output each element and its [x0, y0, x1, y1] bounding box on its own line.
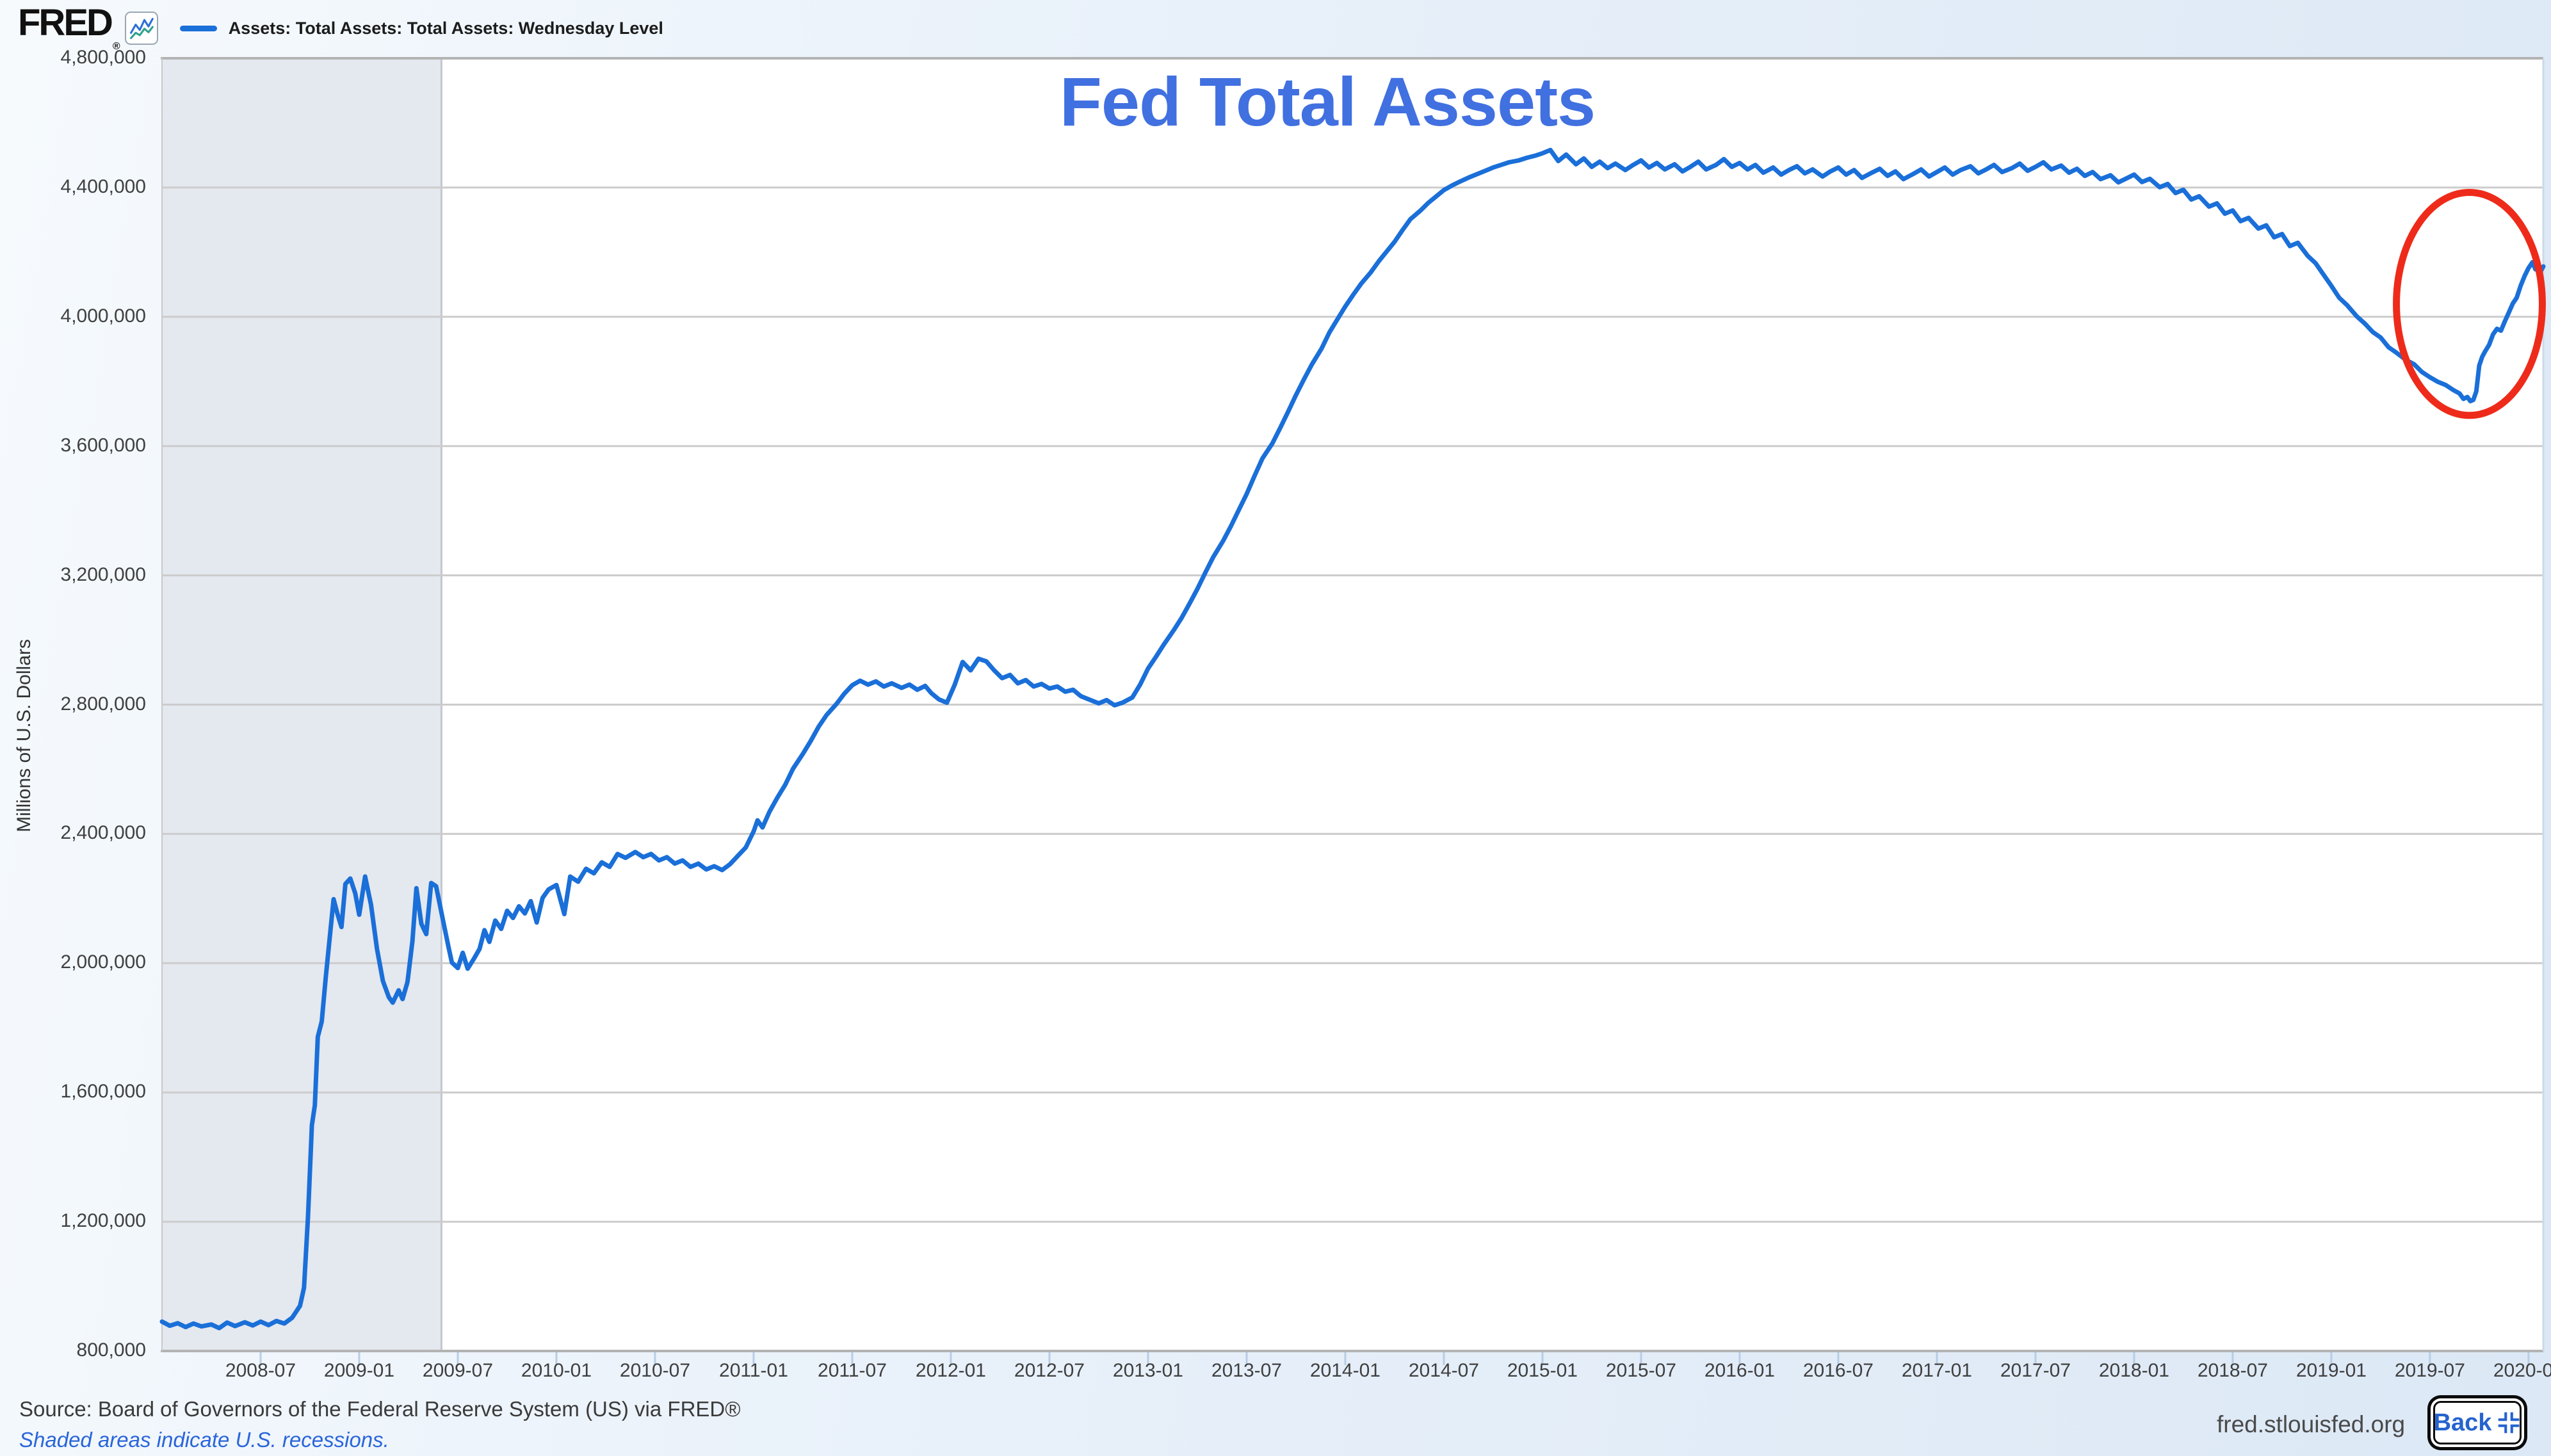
highlight-ellipse: [2393, 188, 2546, 419]
y-tick-label: 4,800,000: [60, 47, 146, 68]
series-legend-label: Assets: Total Assets: Total Assets: Wedn…: [228, 18, 663, 38]
x-tick-label: 2018-01: [2098, 1360, 2169, 1381]
x-tick-label: 2017-07: [2000, 1360, 2071, 1381]
fred-logo: FRED®: [18, 2, 120, 52]
x-tick-label: 2016-01: [1704, 1360, 1775, 1381]
x-tick-label: 2014-07: [1408, 1360, 1479, 1381]
registered-mark: ®: [112, 41, 120, 52]
x-tick-label: 2010-07: [619, 1360, 691, 1381]
x-tick-label: 2012-01: [915, 1360, 986, 1381]
header-bar: FRED® Assets: Total Assets: Total Assets…: [0, 0, 2551, 56]
y-tick-label: 3,200,000: [60, 563, 146, 585]
x-tick-label: 2008-07: [225, 1360, 296, 1381]
y-tick-label: 4,400,000: [60, 175, 146, 197]
x-tick-label: 2019-07: [2394, 1360, 2465, 1381]
y-tick-label: 1,200,000: [60, 1210, 146, 1232]
x-tick-label: 2017-01: [1901, 1360, 1972, 1381]
x-tick-label: 2013-01: [1112, 1360, 1183, 1381]
x-tick-label: 2010-01: [521, 1360, 592, 1381]
series-legend-swatch: [179, 25, 217, 31]
x-tick-label: 2018-07: [2197, 1360, 2268, 1381]
chart-title: Fed Total Assets: [1059, 63, 1596, 140]
x-tick-label: 2012-07: [1014, 1360, 1085, 1381]
source-attribution: Source: Board of Governors of the Federa…: [19, 1397, 741, 1421]
y-tick-label: 3,600,000: [60, 434, 146, 456]
y-tick-label: 2,400,000: [60, 822, 146, 844]
fred-logo-text: FRED: [18, 2, 113, 44]
x-tick-label: 2016-07: [1802, 1360, 1874, 1381]
x-tick-label: 2020-01: [2493, 1360, 2551, 1381]
x-tick-label: 2019-01: [2296, 1360, 2367, 1381]
site-url: fred.stlouisfed.org: [2217, 1411, 2406, 1437]
x-tick-label: 2011-01: [719, 1360, 788, 1381]
y-tick-label: 1,600,000: [60, 1081, 146, 1103]
y-tick-label: 2,000,000: [60, 951, 146, 973]
y-tick-label: 2,800,000: [60, 693, 146, 715]
x-tick-label: 2015-01: [1507, 1360, 1578, 1381]
x-tick-label: 2009-07: [422, 1360, 494, 1381]
y-tick-label: 4,000,000: [60, 305, 146, 327]
fred-sparkline-icon: [124, 12, 158, 45]
x-tick-label: 2011-07: [818, 1360, 887, 1381]
compress-icon: [2497, 1411, 2521, 1435]
series-line: [159, 147, 2546, 1331]
back-button-label: Back: [2433, 1409, 2492, 1436]
x-tick-label: 2014-01: [1309, 1360, 1381, 1381]
x-tick-label: 2013-07: [1211, 1360, 1282, 1381]
back-button[interactable]: Back: [2433, 1401, 2522, 1444]
x-tick-label: 2015-07: [1605, 1360, 1676, 1381]
y-tick-label: 800,000: [76, 1339, 146, 1361]
x-tick-label: 2009-01: [323, 1360, 395, 1381]
recession-note-link[interactable]: Shaded areas indicate U.S. recessions.: [19, 1428, 389, 1452]
y-axis-title: Millions of U.S. Dollars: [13, 639, 35, 832]
